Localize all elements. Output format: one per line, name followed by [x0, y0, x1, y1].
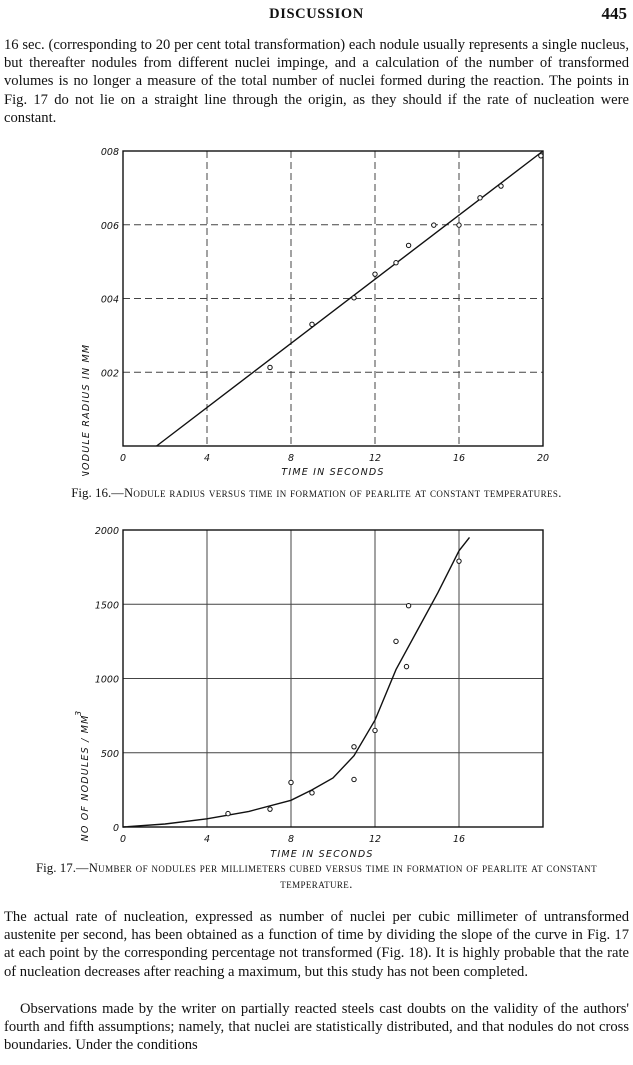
- fig16-plot-frame: [122, 150, 544, 447]
- fig17-x-tick-label: 12: [369, 834, 381, 845]
- paragraph-observations: Observations made by the writer on parti…: [4, 1001, 629, 1054]
- fig17-data-point: [288, 779, 294, 786]
- fig17-y-tick-label: 1000: [95, 675, 119, 686]
- fig16-data-point: [477, 195, 483, 201]
- fig17-caption-text: —Number of nodules per millimeters cubed…: [76, 861, 598, 891]
- fig17-data-point: [351, 776, 357, 783]
- figure-16-chart: 0 4 8 12 16 20 002 004 006 008 TIME IN SECONDS NO…: [81, 147, 549, 476]
- fig16-data-point: [538, 153, 544, 159]
- fig16-data-marks: [156, 150, 544, 447]
- fig17-grid: [123, 530, 543, 827]
- fig16-data-point: [498, 183, 504, 189]
- fig17-label: Fig. 17.: [35, 860, 77, 875]
- fig17-tick-labels: 0 4 8 12 16 0 500 1000 1500 2000: [95, 526, 465, 845]
- fig17-data-point: [372, 727, 378, 734]
- fig16-x-axis-title: TIME IN SECONDS: [281, 467, 384, 476]
- fig16-label: Fig. 16.: [71, 485, 112, 500]
- fig17-data-point: [225, 810, 231, 817]
- fig16-x-tick-label: 0: [120, 453, 126, 464]
- fig16-x-tick-label: 8: [288, 453, 294, 464]
- fig17-data-point: [393, 638, 399, 645]
- fig17-plot-frame: [122, 529, 544, 828]
- fig17-data-point: [456, 558, 462, 564]
- fig17-y-axis-title: NO OF NODULES / MM: [80, 715, 91, 842]
- fig17-data-point: [267, 806, 273, 812]
- fig17-y-tick-label: 0: [113, 823, 119, 834]
- fig16-y-tick-label: 006: [101, 221, 119, 232]
- figure-16-caption: Fig. 16.—Nodule radius versus time in fo…: [4, 485, 629, 501]
- fig17-x-tick-label: 0: [120, 834, 126, 845]
- fig17-y-axis-title-group: NO OF NODULES / MM 3: [74, 710, 91, 842]
- fig17-y-tick-label: 500: [101, 749, 119, 760]
- fig16-y-axis-title: NODULE RADIUS IN MM: [81, 344, 92, 476]
- fig17-x-tick-label: 8: [288, 834, 294, 845]
- fig16-y-tick-label: 002: [101, 368, 119, 379]
- fig17-data-point: [403, 663, 410, 670]
- fig17-trend-curve: [122, 536, 471, 828]
- running-head: DISCUSSION: [269, 6, 364, 22]
- fig16-tick-labels: 0 4 8 12 16 20 002 004 006 008: [101, 147, 549, 464]
- paragraph-nucleation-rate: The actual rate of nucleation, expressed…: [4, 909, 629, 980]
- fig17-x-axis-title: TIME IN SECONDS: [270, 849, 373, 858]
- fig16-y-tick-label: 008: [101, 147, 119, 158]
- fig17-x-tick-label: 4: [204, 834, 210, 845]
- fig16-data-point: [309, 321, 315, 328]
- fig16-fit-line: [156, 150, 544, 447]
- fig16-data-point: [405, 242, 412, 249]
- fig17-x-tick-label: 16: [453, 834, 465, 845]
- fig17-data-point: [351, 744, 357, 750]
- page-header: DISCUSSION 445: [0, 4, 633, 28]
- fig17-data-point: [309, 790, 315, 796]
- fig16-data-point: [393, 260, 399, 266]
- fig17-y-axis-superscript: 3: [74, 710, 83, 716]
- fig16-data-point: [456, 222, 462, 228]
- fig16-y-tick-label: 004: [101, 295, 119, 306]
- fig17-y-tick-label: 2000: [95, 526, 119, 537]
- fig17-data-point: [405, 603, 412, 609]
- fig16-data-point: [267, 364, 273, 371]
- fig16-data-point: [372, 271, 378, 277]
- paragraph-intro: 16 sec. (corresponding to 20 per cent to…: [4, 37, 629, 126]
- fig16-x-tick-label: 16: [453, 453, 465, 464]
- figure-17-caption: Fig. 17.—Number of nodules per millimete…: [4, 860, 629, 892]
- fig16-grid: [123, 151, 543, 446]
- fig16-x-tick-label: 4: [204, 453, 210, 464]
- fig16-x-tick-label: 20: [537, 453, 549, 464]
- fig16-x-tick-label: 12: [369, 453, 381, 464]
- fig17-data-marks: [122, 536, 471, 828]
- page-number: 445: [601, 4, 628, 23]
- fig16-data-point: [351, 295, 357, 301]
- fig16-caption-text: —Nodule radius versus time in formation …: [111, 486, 562, 500]
- fig16-data-point: [431, 222, 437, 228]
- fig17-y-tick-label: 1500: [95, 600, 119, 611]
